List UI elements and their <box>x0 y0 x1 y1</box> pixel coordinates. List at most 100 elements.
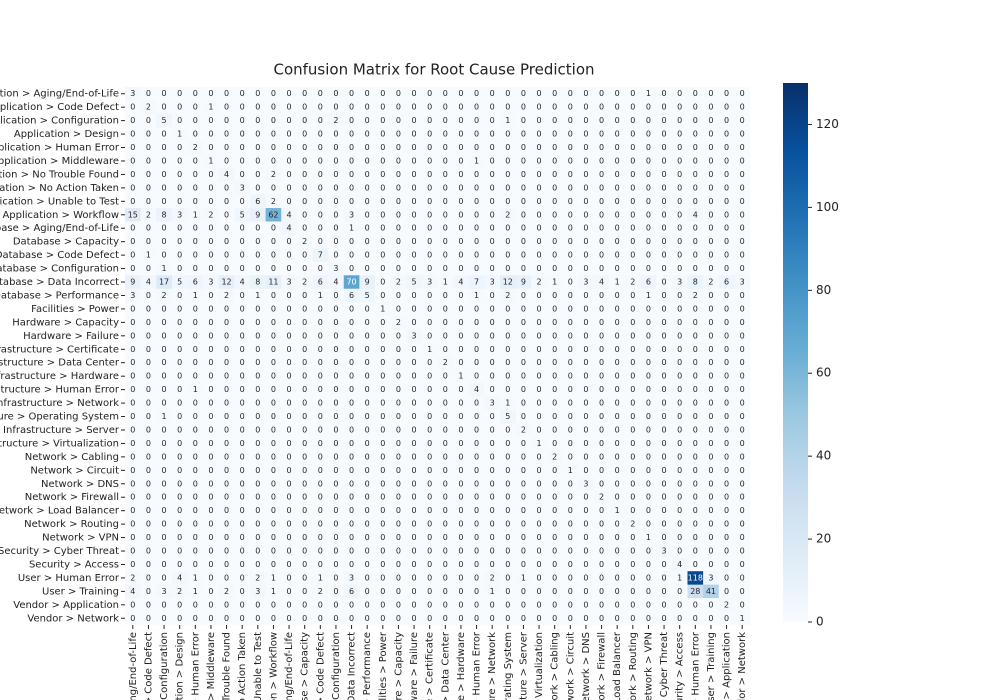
cell-annotation: 0 <box>380 130 385 139</box>
cell <box>562 261 579 276</box>
cell <box>734 329 751 343</box>
x-tick-label: Database > Data Incorrect <box>347 632 358 700</box>
cell <box>578 517 595 532</box>
cell-annotation: 8 <box>693 278 698 287</box>
cell-annotation: 0 <box>505 143 510 152</box>
cell-annotation: 0 <box>130 183 135 192</box>
cell-annotation: 0 <box>662 197 667 206</box>
cell <box>125 517 141 532</box>
cell-annotation: 0 <box>130 251 135 260</box>
cell-annotation: 0 <box>302 547 307 556</box>
cell-annotation: 0 <box>412 170 417 179</box>
cell <box>406 611 423 626</box>
cell-annotation: 0 <box>599 331 604 340</box>
cell <box>687 369 704 384</box>
y-tick-label: Infrastructure > Operating System <box>0 412 119 423</box>
cell <box>500 490 516 505</box>
cell-annotation: 0 <box>427 452 432 461</box>
cell <box>218 396 235 411</box>
x-tick-label: Network > VPN <box>643 632 654 700</box>
cell-annotation: 0 <box>412 210 417 219</box>
cell <box>171 436 188 451</box>
cell-annotation: 0 <box>568 224 573 233</box>
cell-annotation: 0 <box>208 331 213 340</box>
cell <box>359 396 376 411</box>
cell <box>562 409 579 424</box>
cell-annotation: 0 <box>646 264 651 273</box>
cell <box>687 329 704 343</box>
cell-annotation: 0 <box>552 493 557 502</box>
cell <box>421 423 438 437</box>
cell-annotation: 0 <box>646 210 651 219</box>
cell-annotation: 0 <box>677 331 682 340</box>
cell <box>187 87 204 101</box>
cell <box>250 167 266 182</box>
cell-annotation: 0 <box>412 103 417 112</box>
cell <box>171 181 188 195</box>
cell <box>156 87 173 101</box>
cell-annotation: 5 <box>177 278 182 287</box>
cell <box>625 490 641 505</box>
cell <box>156 423 173 437</box>
cell <box>515 530 532 545</box>
cell-annotation: 0 <box>333 425 338 434</box>
cell <box>593 113 610 128</box>
cell-annotation: 0 <box>208 412 213 421</box>
cell-annotation: 0 <box>615 452 620 461</box>
cell-annotation: 0 <box>224 452 229 461</box>
cell-annotation: 0 <box>193 533 198 542</box>
cell-annotation: 0 <box>365 466 370 475</box>
cell-annotation: 0 <box>380 560 385 569</box>
cell <box>703 356 720 370</box>
cell-annotation: 0 <box>318 412 323 421</box>
cell-annotation: 0 <box>740 385 745 394</box>
cell-annotation: 0 <box>224 506 229 515</box>
cell <box>484 140 501 155</box>
cell <box>171 584 188 599</box>
cell <box>125 315 141 330</box>
cell <box>671 544 688 559</box>
cell <box>375 571 391 585</box>
cell-annotation: 0 <box>521 587 526 596</box>
cell-annotation: 1 <box>255 291 260 300</box>
cell-annotation: 0 <box>224 156 229 165</box>
cell-annotation: 0 <box>177 506 182 515</box>
cell <box>421 369 438 384</box>
cell <box>453 584 470 599</box>
cell <box>515 517 532 532</box>
cell-annotation: 0 <box>662 425 667 434</box>
cell-annotation: 0 <box>599 533 604 542</box>
cell <box>578 140 595 155</box>
cell <box>703 127 720 142</box>
x-tick-label: Application > No Action Taken <box>237 632 248 700</box>
cell-annotation: 0 <box>177 183 182 192</box>
cell-annotation: 0 <box>724 345 729 354</box>
cell <box>562 100 579 115</box>
cell <box>515 261 532 276</box>
cell <box>734 436 751 451</box>
cell <box>140 490 157 505</box>
cell-annotation: 0 <box>443 493 448 502</box>
cell <box>453 382 470 397</box>
cell-annotation: 2 <box>505 291 510 300</box>
cell-annotation: 0 <box>333 210 338 219</box>
cell-annotation: 0 <box>255 331 260 340</box>
cell <box>218 409 235 424</box>
cell-annotation: 0 <box>240 291 245 300</box>
cell-annotation: 0 <box>599 116 604 125</box>
cell-annotation: 0 <box>302 466 307 475</box>
cell-annotation: 0 <box>380 399 385 408</box>
cell <box>453 544 470 559</box>
cell-annotation: 0 <box>287 183 292 192</box>
cell <box>656 113 673 128</box>
cell <box>593 611 610 626</box>
cell <box>265 154 282 168</box>
cell-annotation: 0 <box>677 614 682 623</box>
cell <box>625 342 641 357</box>
cell <box>656 288 673 303</box>
cell-annotation: 0 <box>255 425 260 434</box>
cell-annotation: 0 <box>162 399 167 408</box>
cell-annotation: 0 <box>365 237 370 246</box>
y-tick-label: Application > Aging/End-of-Life <box>0 89 119 100</box>
cell-annotation: 0 <box>552 520 557 529</box>
